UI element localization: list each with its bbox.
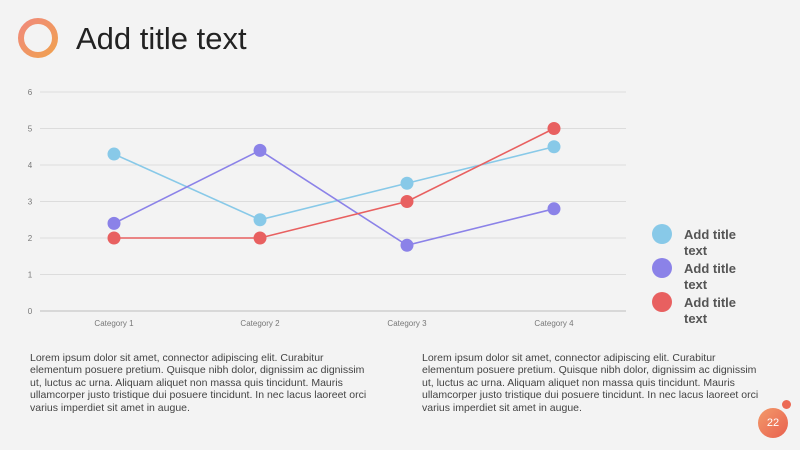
line-chart: 0 1 2 3 4 5 6 Category 1 Category 2 Category 3 Cat… (28, 88, 626, 328)
legend-item: Add title text (652, 292, 792, 326)
series-line-2 (113, 149, 555, 247)
legend-label: Add title text (684, 295, 736, 326)
y-tick-label: 2 (28, 234, 33, 243)
legend-swatch (652, 224, 672, 244)
series-line-1 (113, 145, 555, 221)
data-point-series-1 (107, 147, 121, 161)
data-point-series-2 (107, 216, 121, 230)
legend-swatch (652, 258, 672, 278)
x-category-label: Category 3 (387, 319, 427, 328)
data-point-series-1 (547, 140, 561, 154)
y-tick-label: 3 (28, 198, 33, 207)
series-line-3 (114, 127, 555, 239)
y-tick-label: 4 (28, 161, 33, 170)
legend-item: Add title text (652, 224, 792, 258)
data-point-series-3 (253, 231, 267, 245)
data-point-series-3 (547, 122, 561, 135)
body-paragraph-left: Lorem ipsum dolor sit amet, connector ad… (30, 352, 367, 414)
badge-accent-dot (782, 400, 791, 409)
body-paragraph-right: Lorem ipsum dolor sit amet, connector ad… (422, 352, 759, 414)
y-tick-label: 0 (28, 307, 33, 316)
legend-item: Add title text (652, 258, 792, 292)
x-category-label: Category 1 (94, 319, 134, 328)
data-point-series-1 (253, 213, 267, 227)
y-tick-label: 1 (28, 271, 33, 280)
data-point-series-3 (107, 231, 121, 245)
legend-label: Add title text (684, 261, 736, 292)
data-point-series-2 (547, 202, 561, 216)
chart-legend: Add title text Add title text Add title te… (652, 224, 792, 326)
y-tick-label: 6 (28, 88, 33, 97)
slide-title: Add title text (76, 21, 247, 56)
legend-swatch (652, 292, 672, 312)
legend-label: Add title text (684, 227, 736, 258)
data-point-series-1 (400, 176, 414, 190)
ring-logo-icon (18, 18, 58, 58)
page-number-badge: 22 (758, 408, 788, 438)
data-point-series-3 (400, 195, 414, 208)
data-point-series-2 (400, 238, 414, 252)
y-tick-label: 5 (28, 125, 33, 134)
x-category-label: Category 4 (534, 319, 574, 328)
data-point-series-2 (253, 143, 267, 157)
x-category-label: Category 2 (240, 319, 280, 328)
